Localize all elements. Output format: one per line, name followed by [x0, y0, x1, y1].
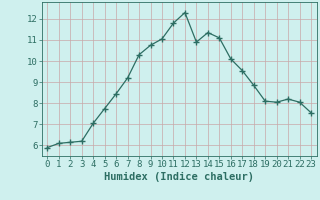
X-axis label: Humidex (Indice chaleur): Humidex (Indice chaleur)	[104, 172, 254, 182]
